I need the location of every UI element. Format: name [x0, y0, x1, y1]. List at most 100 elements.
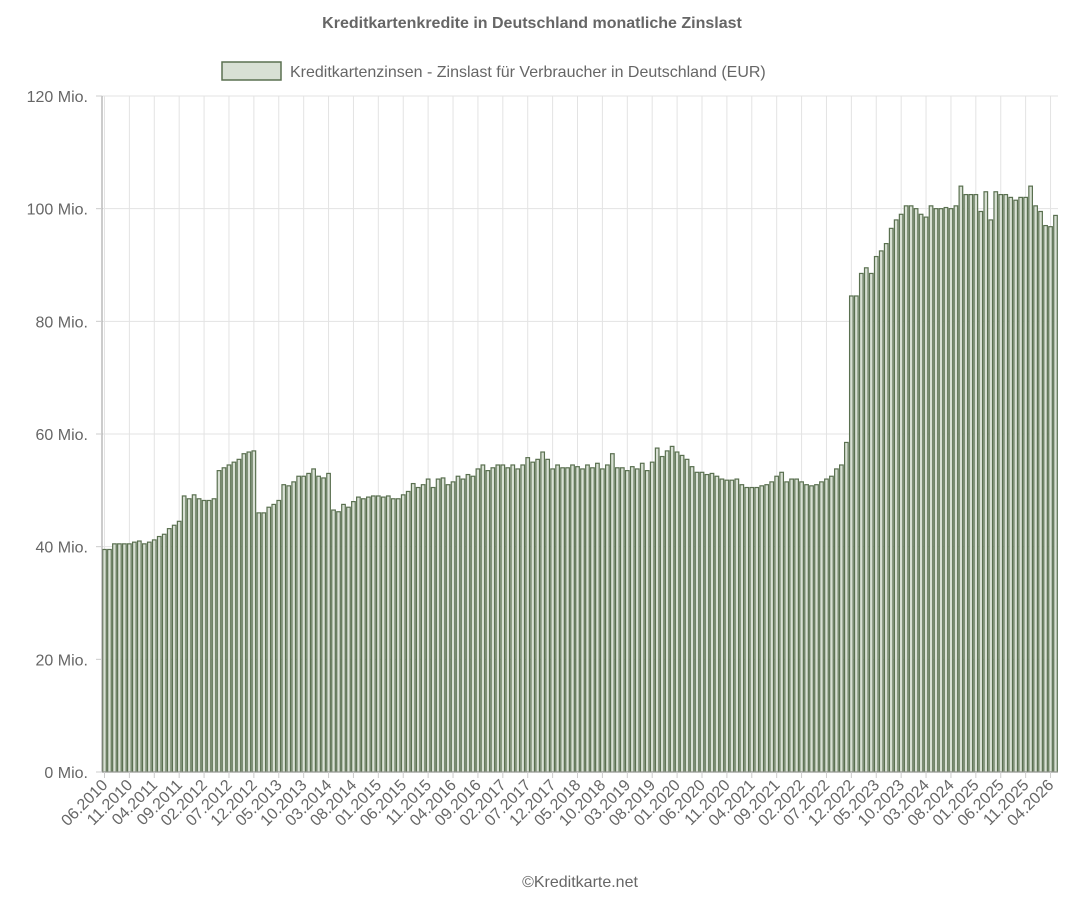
- bar[interactable]: [390, 498, 396, 773]
- bar[interactable]: [246, 451, 252, 773]
- bar[interactable]: [415, 486, 421, 773]
- bar[interactable]: [346, 506, 351, 773]
- bar[interactable]: [465, 473, 471, 773]
- bar[interactable]: [231, 461, 237, 773]
- bar[interactable]: [1053, 214, 1058, 773]
- bar[interactable]: [973, 193, 979, 773]
- bar[interactable]: [107, 548, 112, 773]
- bar[interactable]: [435, 478, 441, 773]
- bar[interactable]: [1043, 224, 1048, 773]
- bar[interactable]: [410, 482, 416, 773]
- bar[interactable]: [604, 464, 610, 773]
- bar[interactable]: [888, 227, 894, 773]
- bar[interactable]: [724, 479, 730, 773]
- bar[interactable]: [515, 468, 521, 773]
- bar[interactable]: [953, 205, 959, 773]
- bar[interactable]: [1013, 199, 1019, 773]
- bar[interactable]: [102, 548, 107, 773]
- bar[interactable]: [993, 191, 999, 773]
- bar[interactable]: [186, 498, 192, 773]
- bar[interactable]: [679, 454, 685, 773]
- bar[interactable]: [664, 450, 670, 773]
- bar[interactable]: [241, 453, 247, 773]
- bar[interactable]: [271, 503, 277, 773]
- bar[interactable]: [709, 472, 715, 773]
- bar[interactable]: [804, 484, 809, 773]
- bar[interactable]: [659, 455, 665, 773]
- bar[interactable]: [112, 543, 117, 773]
- legend-label[interactable]: Kreditkartenzinsen - Zinslast für Verbra…: [290, 64, 766, 81]
- bar[interactable]: [540, 451, 546, 773]
- bar[interactable]: [868, 272, 874, 773]
- bar[interactable]: [510, 464, 516, 773]
- bar[interactable]: [211, 498, 217, 773]
- bar[interactable]: [739, 484, 745, 773]
- bar[interactable]: [276, 499, 282, 773]
- bar[interactable]: [460, 478, 466, 773]
- bar[interactable]: [226, 464, 232, 773]
- bar[interactable]: [1003, 193, 1009, 773]
- bar[interactable]: [122, 543, 127, 773]
- bar[interactable]: [1028, 185, 1033, 773]
- bar[interactable]: [694, 471, 700, 773]
- bar[interactable]: [639, 462, 645, 773]
- bar[interactable]: [903, 205, 909, 773]
- bar[interactable]: [281, 484, 287, 773]
- bar[interactable]: [609, 453, 615, 773]
- bar[interactable]: [146, 541, 152, 773]
- bar[interactable]: [644, 470, 650, 773]
- bar[interactable]: [191, 494, 197, 773]
- bar[interactable]: [545, 458, 551, 773]
- bar[interactable]: [445, 484, 451, 773]
- bar[interactable]: [266, 506, 272, 773]
- bar[interactable]: [291, 481, 297, 773]
- legend[interactable]: Kreditkartenzinsen - Zinslast für Verbra…: [221, 61, 766, 81]
- legend-swatch[interactable]: [221, 61, 282, 81]
- bar[interactable]: [455, 475, 461, 773]
- bar[interactable]: [863, 267, 869, 773]
- bar[interactable]: [600, 468, 605, 773]
- bar[interactable]: [550, 468, 556, 773]
- bar[interactable]: [938, 208, 944, 773]
- bar[interactable]: [824, 478, 829, 773]
- bar[interactable]: [475, 468, 481, 773]
- bar[interactable]: [126, 543, 132, 773]
- bar[interactable]: [565, 467, 570, 773]
- bar[interactable]: [649, 461, 655, 773]
- bar[interactable]: [221, 467, 227, 773]
- bar[interactable]: [799, 481, 804, 773]
- bar[interactable]: [814, 484, 819, 773]
- bar[interactable]: [181, 495, 187, 773]
- bar[interactable]: [296, 475, 302, 773]
- bar[interactable]: [714, 475, 720, 773]
- bar[interactable]: [356, 496, 361, 773]
- bar[interactable]: [784, 481, 790, 773]
- bar[interactable]: [958, 185, 964, 773]
- bar[interactable]: [156, 535, 162, 773]
- bar[interactable]: [316, 475, 321, 773]
- bar[interactable]: [794, 478, 799, 773]
- bar[interactable]: [809, 485, 814, 773]
- bar[interactable]: [883, 242, 889, 773]
- bar[interactable]: [634, 468, 640, 773]
- bar[interactable]: [261, 512, 267, 773]
- bar[interactable]: [898, 213, 904, 773]
- bar[interactable]: [480, 464, 486, 773]
- bar[interactable]: [375, 495, 381, 773]
- bar[interactable]: [141, 543, 147, 773]
- bar[interactable]: [704, 473, 710, 773]
- bar[interactable]: [913, 208, 919, 773]
- bar[interactable]: [395, 498, 401, 773]
- bar[interactable]: [1038, 210, 1043, 773]
- bar[interactable]: [236, 458, 242, 773]
- bar[interactable]: [331, 509, 336, 773]
- bar[interactable]: [555, 464, 560, 773]
- bar[interactable]: [719, 478, 725, 773]
- bar[interactable]: [734, 478, 740, 773]
- bar[interactable]: [251, 450, 257, 773]
- bar[interactable]: [490, 467, 496, 773]
- bar[interactable]: [136, 540, 142, 773]
- bar[interactable]: [151, 539, 157, 773]
- bar[interactable]: [370, 495, 376, 773]
- bar[interactable]: [385, 495, 391, 773]
